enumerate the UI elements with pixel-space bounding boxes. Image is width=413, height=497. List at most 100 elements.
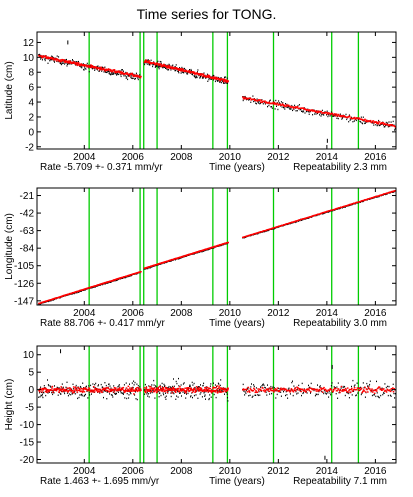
data-point <box>215 396 217 399</box>
data-point <box>117 73 119 76</box>
data-point <box>180 384 182 386</box>
model-point <box>136 390 139 393</box>
data-point <box>175 380 177 383</box>
data-point <box>266 394 268 396</box>
model-point <box>361 118 363 121</box>
data-point <box>256 98 258 100</box>
data-point <box>157 60 159 63</box>
data-point <box>293 108 295 111</box>
model-point <box>168 65 171 67</box>
model-point <box>86 66 88 68</box>
data-point <box>367 387 369 389</box>
data-point <box>151 384 153 386</box>
data-point <box>87 397 89 399</box>
model-point <box>120 389 123 391</box>
data-point <box>112 396 114 398</box>
model-point <box>344 387 347 390</box>
data-point <box>352 121 354 123</box>
model-point <box>164 390 166 392</box>
model-point <box>84 387 86 389</box>
data-point <box>107 390 109 393</box>
data-point <box>149 64 151 66</box>
data-point <box>392 120 394 123</box>
data-point <box>103 396 104 399</box>
model-points <box>38 385 397 395</box>
data-point <box>170 386 171 388</box>
model-point <box>274 102 277 105</box>
data-point <box>272 228 274 230</box>
model-point <box>135 389 138 392</box>
model-point <box>378 386 381 388</box>
model-point <box>272 101 275 104</box>
y-axis-label: Longitude (cm) <box>4 213 15 280</box>
data-point <box>155 385 157 387</box>
data-point <box>156 65 158 67</box>
model-point <box>333 389 335 391</box>
data-point <box>192 73 193 76</box>
data-point <box>43 385 45 387</box>
data-point <box>173 392 175 395</box>
data-point <box>104 71 106 73</box>
x-tick-label: 2014 <box>316 466 339 477</box>
model-point <box>79 388 81 391</box>
data-point <box>313 389 315 392</box>
model-point <box>187 387 190 389</box>
model-point <box>72 386 75 388</box>
model-point <box>196 72 198 74</box>
data-point <box>258 101 260 103</box>
data-point <box>360 386 362 389</box>
data-point <box>153 379 155 382</box>
model-point <box>169 67 171 69</box>
model-point <box>339 389 342 391</box>
data-point <box>378 396 380 399</box>
model-point <box>81 391 84 393</box>
data-point <box>189 69 190 71</box>
data-point <box>47 384 49 386</box>
model-point <box>71 389 74 392</box>
data-point <box>62 60 64 63</box>
model-point <box>69 61 71 64</box>
model-point <box>306 389 309 391</box>
data-point <box>51 55 53 57</box>
data-point <box>260 386 261 388</box>
data-point <box>378 124 380 127</box>
data-point <box>139 386 141 388</box>
model-point <box>57 388 60 390</box>
model-point <box>346 116 349 119</box>
model-point <box>96 389 98 392</box>
data-point <box>366 382 368 385</box>
model-point <box>79 390 82 392</box>
data-point <box>127 78 129 81</box>
model-point <box>362 390 364 393</box>
data-point <box>384 125 386 128</box>
data-point <box>56 55 58 57</box>
data-point <box>301 219 302 221</box>
data-point <box>44 58 46 60</box>
model-point <box>185 392 187 394</box>
data-point <box>251 396 253 398</box>
data-point <box>192 384 194 386</box>
model-point <box>147 388 149 391</box>
data-point <box>324 391 326 393</box>
data-point <box>113 385 115 387</box>
model-point <box>118 388 120 390</box>
data-point <box>111 73 113 75</box>
model-point <box>162 387 164 390</box>
data-point <box>342 386 344 389</box>
x-tick-label: 2012 <box>267 308 290 319</box>
data-point <box>274 108 276 110</box>
data-point <box>67 395 69 397</box>
model-point <box>117 389 120 392</box>
data-point <box>380 394 382 397</box>
data-point <box>166 390 168 392</box>
model-point <box>52 391 54 394</box>
model-point <box>331 112 334 115</box>
model-point <box>268 390 270 393</box>
y-tick-label: 2 <box>28 112 34 123</box>
data-point <box>242 383 244 386</box>
model-point <box>195 390 198 392</box>
data-point <box>283 106 285 109</box>
x-axis-label: Time (years) <box>209 476 265 487</box>
data-point <box>208 398 210 401</box>
model-point <box>45 387 47 390</box>
